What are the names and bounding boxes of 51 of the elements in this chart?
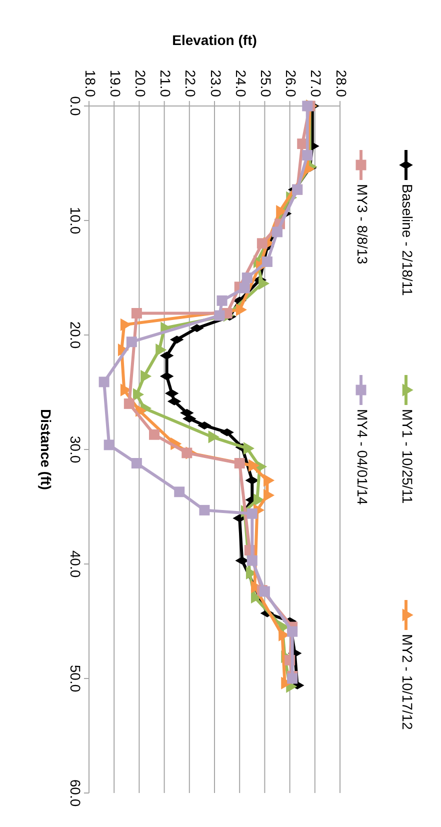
x-tick-label: 22.0 [182,70,199,98]
x-tick-label: 21.0 [158,70,174,98]
y-tick-label: 20.0 [67,321,84,349]
point [302,100,313,112]
point [149,429,160,440]
point [216,295,228,306]
point [131,308,142,318]
point [124,398,134,409]
y-tick-label: 0.0 [67,96,84,116]
point [126,336,137,348]
point [98,376,110,388]
point [174,486,185,498]
legend-label: MY2 - 10/17/12 [399,634,416,730]
x-tick-label: 23.0 [208,70,224,98]
point [234,458,245,468]
point [214,310,225,321]
legend-label: MY4 - 04/01/14 [354,409,370,505]
point [246,508,258,519]
point [259,586,270,597]
point [287,673,298,684]
point [104,440,114,450]
y-tick-label: 30.0 [67,436,84,464]
x-tick-label: 19.0 [107,70,124,98]
x-axis-title: Elevation (ft) [172,32,257,48]
y-axis-title: Distance (ft) [38,409,54,490]
x-tick-label: 25.0 [258,70,274,98]
x-tick-label: 28.0 [333,70,350,98]
point [242,272,252,283]
legend-label: MY1 - 10/25/11 [399,409,416,504]
point [302,150,313,160]
point [248,459,260,472]
y-tick-label: 10.0 [67,206,84,234]
legend-label: Baseline - 2/18/11 [399,184,416,296]
point [199,504,210,516]
legend-label: MY3 - 8/8/13 [354,184,370,264]
x-tick-label: 27.0 [308,70,324,98]
point [272,226,282,238]
point [287,626,298,637]
point [246,555,258,566]
point [262,256,272,267]
point [256,238,268,249]
y-tick-label: 40.0 [67,550,84,578]
point [243,442,254,455]
x-tick-label: 18.0 [82,70,98,98]
y-tick-label: 60.0 [67,779,84,807]
y-tick-label: 50.0 [67,664,84,692]
x-tick-label: 20.0 [132,70,148,98]
point [131,458,142,468]
x-tick-label: 26.0 [283,70,300,98]
x-tick-label: 24.0 [232,70,249,98]
point [239,282,250,294]
